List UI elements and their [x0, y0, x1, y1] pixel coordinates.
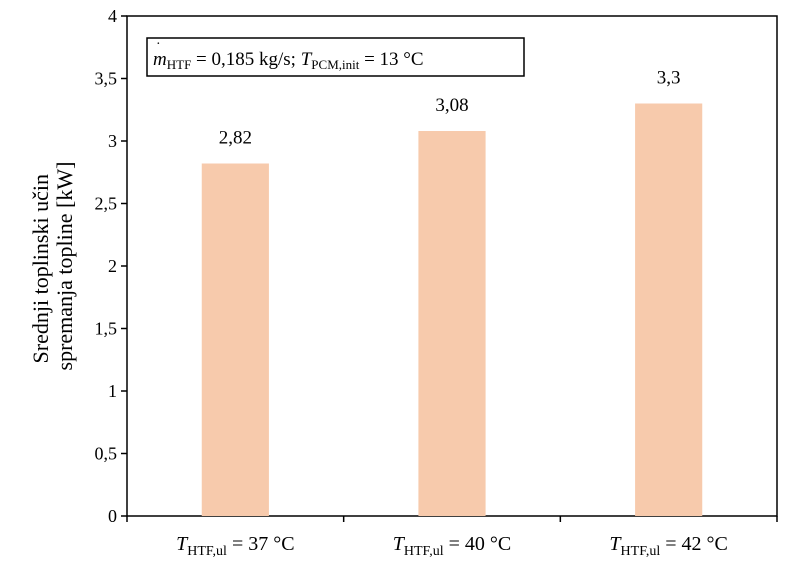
category-value: = 37 °C [227, 533, 295, 555]
bar [201, 163, 269, 516]
mass-flow-dot: · [156, 37, 161, 52]
y-tick-label: 2,5 [95, 194, 118, 214]
category-symbol: T [176, 533, 189, 555]
category-subscript: HTF,ul [621, 544, 661, 559]
category-subscript: HTF,ul [404, 544, 444, 559]
annotation-box: mHTF = 0,185 kg/s; TPCM,init = 13 °C · [146, 37, 525, 77]
annotation-mass-flow-symbol: m [153, 49, 167, 70]
y-tick-label: 1,5 [95, 319, 118, 339]
y-tick-label: 3,5 [95, 69, 118, 89]
y-axis-title-line-2: spremanja topline [kW] [52, 162, 77, 371]
y-tick-label: 0 [108, 506, 117, 526]
y-axis-title-line-1: Srednji toplinski učin [28, 174, 53, 363]
x-category-label: THTF,ul = 40 °C [393, 533, 511, 559]
y-axis-title: Srednji toplinski učin spremanja topline… [28, 162, 77, 371]
y-tick-label: 0,5 [95, 444, 118, 464]
data-label: 3,3 [657, 68, 681, 89]
data-label: 3,08 [435, 95, 468, 116]
data-label: 2,82 [219, 128, 252, 149]
category-symbol: T [609, 533, 622, 555]
annotation-part-1: = 0,185 kg/s; [191, 49, 300, 70]
bar [418, 131, 486, 516]
annotation-mass-flow-subscript: HTF [167, 57, 192, 72]
annotation-box-frame [146, 37, 525, 77]
category-subscript: HTF,ul [187, 544, 227, 559]
bar [635, 103, 703, 516]
category-value: = 40 °C [444, 533, 512, 555]
y-tick-label: 1 [108, 381, 117, 401]
y-tick-label: 4 [108, 6, 117, 26]
x-category-label: THTF,ul = 42 °C [609, 533, 727, 559]
annotation-temperature-symbol: T [301, 49, 313, 70]
y-tick-label: 2 [108, 256, 117, 276]
category-symbol: T [393, 533, 406, 555]
annotation-temperature-subscript: PCM,init [311, 57, 359, 72]
category-value: = 42 °C [660, 533, 728, 555]
annotation-part-2: = 13 °C [359, 49, 423, 70]
y-tick-label: 3 [108, 131, 117, 151]
x-category-label: THTF,ul = 37 °C [176, 533, 294, 559]
annotation-text: mHTF = 0,185 kg/s; TPCM,init = 13 °C [153, 49, 424, 72]
